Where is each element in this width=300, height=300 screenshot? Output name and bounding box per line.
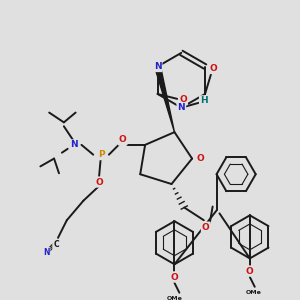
Text: N: N <box>70 140 77 149</box>
Text: N: N <box>154 62 161 71</box>
Text: N: N <box>178 103 185 112</box>
Text: O: O <box>179 95 187 104</box>
Text: P: P <box>98 150 104 159</box>
Text: O: O <box>119 136 127 145</box>
Text: O: O <box>95 178 103 187</box>
Text: H: H <box>200 96 208 105</box>
Polygon shape <box>155 66 175 132</box>
Text: OMe: OMe <box>246 290 262 295</box>
Text: O: O <box>209 64 217 73</box>
Text: O: O <box>202 223 210 232</box>
Text: O: O <box>196 154 204 163</box>
Text: O: O <box>171 272 178 281</box>
Text: C: C <box>53 240 59 249</box>
Text: N: N <box>43 248 50 257</box>
Text: OMe: OMe <box>167 296 182 300</box>
Text: O: O <box>246 267 254 276</box>
